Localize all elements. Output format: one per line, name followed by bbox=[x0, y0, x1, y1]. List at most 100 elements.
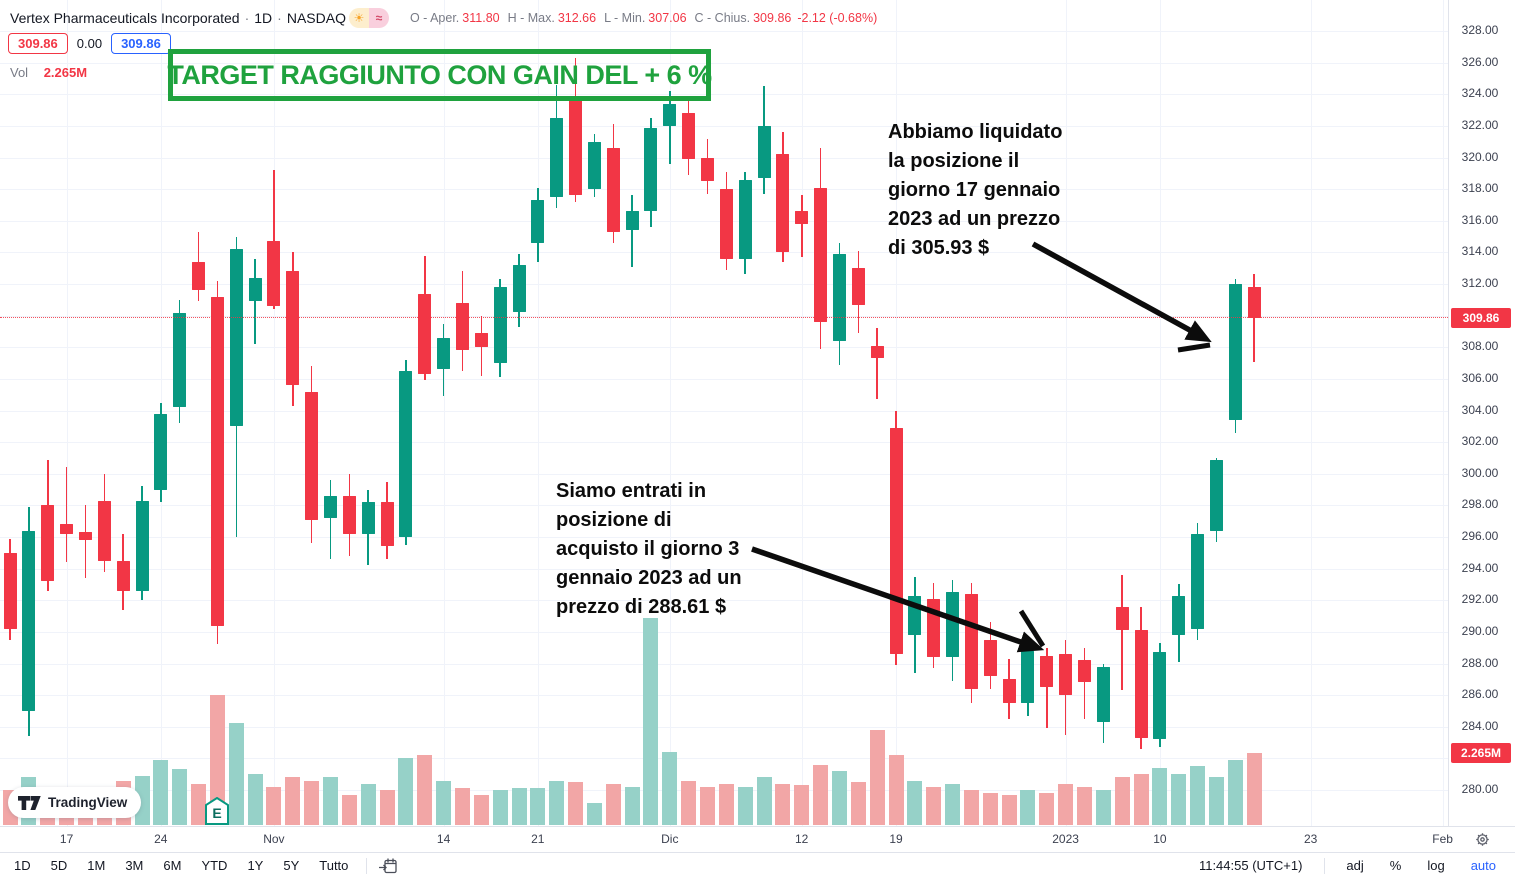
candle-2022-12-19 bbox=[889, 427, 903, 654]
volume-bar bbox=[360, 783, 376, 825]
candle-2022-10-31 bbox=[248, 277, 262, 302]
clock[interactable]: 11:44:55 (UTC+1) bbox=[1198, 858, 1303, 873]
candle-2022-11-28 bbox=[606, 148, 620, 232]
last-price-line bbox=[0, 316, 1448, 318]
gridline-horizontal bbox=[0, 695, 1448, 697]
candle-wick bbox=[65, 467, 68, 563]
volume-bar bbox=[926, 786, 942, 825]
volume-bar bbox=[605, 783, 621, 825]
volume-bar bbox=[568, 782, 583, 825]
price-axis-label: 306.00 bbox=[1461, 370, 1499, 385]
volume-bar bbox=[134, 775, 150, 825]
tradingview-logo[interactable]: TradingView bbox=[8, 787, 142, 818]
volume-bar bbox=[1095, 790, 1111, 825]
price-axis-label: 288.00 bbox=[1461, 655, 1499, 670]
volume-bar bbox=[153, 759, 169, 825]
toolbar-right: 11:44:55 (UTC+1) adj% log auto bbox=[1199, 855, 1509, 876]
volume-bar bbox=[172, 769, 188, 825]
candle-wick bbox=[876, 328, 878, 400]
candle-2022-11-17 bbox=[493, 287, 507, 364]
range-button-1m[interactable]: 1M bbox=[87, 858, 106, 873]
candle-2023-01-17 bbox=[1228, 284, 1242, 420]
price-axis-label: 324.00 bbox=[1461, 86, 1499, 101]
gridline-horizontal bbox=[0, 284, 1448, 285]
volume-bar bbox=[1227, 759, 1243, 825]
exit-annotation-text[interactable]: Abbiamo liquidato la posizione il giorno… bbox=[888, 121, 1063, 259]
interval-label[interactable]: 1D bbox=[254, 10, 273, 26]
earnings-badge[interactable]: E bbox=[205, 797, 230, 825]
candle-2023-01-06 bbox=[1115, 606, 1129, 631]
candle-2022-12-12 bbox=[795, 211, 809, 224]
price-axis[interactable]: 280.00282.00284.00286.00288.00290.00292.… bbox=[1449, 0, 1515, 826]
candle-2022-10-17 bbox=[60, 524, 74, 534]
candle-wick bbox=[1253, 273, 1255, 363]
volume-bar bbox=[643, 618, 659, 825]
separator-dot: · bbox=[277, 10, 282, 26]
volume-bar bbox=[341, 794, 357, 825]
symbol-legend: Vertex Pharmaceuticals Incorporated · 1D… bbox=[10, 8, 877, 28]
mode-button-log[interactable]: log bbox=[1427, 858, 1445, 873]
sell-price-button[interactable]: 309.86 bbox=[8, 33, 68, 54]
gridline-horizontal bbox=[0, 125, 1448, 127]
time-axis-label-17: 17 bbox=[59, 832, 74, 846]
range-button-ytd[interactable]: YTD bbox=[201, 858, 228, 873]
volume-bar bbox=[813, 764, 829, 825]
volume-bar bbox=[681, 780, 697, 825]
candle-2022-12-22 bbox=[946, 592, 959, 658]
range-button-1y[interactable]: 1Y bbox=[247, 858, 264, 873]
range-button-1d[interactable]: 1D bbox=[14, 858, 31, 873]
entry-annotation-text[interactable]: Siamo entrati in posizione di acquisto i… bbox=[556, 480, 742, 618]
target-banner-drawing[interactable]: TARGET RAGGIUNTO CON GAIN DEL + 6 % bbox=[167, 49, 712, 101]
volume-bar bbox=[1001, 794, 1017, 825]
candle-2022-11-18 bbox=[512, 265, 526, 313]
symbol-name[interactable]: Vertex Pharmaceuticals Incorporated bbox=[10, 10, 240, 26]
gridline-horizontal bbox=[0, 758, 1448, 760]
go-to-date-calendar-icon[interactable] bbox=[379, 858, 398, 874]
gridline-vertical bbox=[273, 0, 275, 826]
candle-2022-11-29 bbox=[625, 211, 639, 231]
gridline-horizontal bbox=[0, 31, 1448, 32]
volume-bar bbox=[511, 788, 527, 825]
time-axis-label-Feb: Feb bbox=[1432, 832, 1453, 846]
range-button-5d[interactable]: 5D bbox=[50, 858, 68, 873]
candle-2022-11-04 bbox=[324, 495, 337, 518]
price-axis-label: 300.00 bbox=[1461, 465, 1499, 480]
mode-button-percent[interactable]: % bbox=[1389, 858, 1402, 873]
gridline-horizontal bbox=[0, 62, 1448, 64]
buy-price-button[interactable]: 309.86 bbox=[111, 33, 171, 54]
market-status-badges[interactable]: ☀ ≈ bbox=[348, 8, 389, 28]
candle-2022-12-28 bbox=[1002, 679, 1016, 703]
candle-2022-12-30 bbox=[1040, 655, 1054, 688]
time-axis-settings-gear-icon[interactable] bbox=[1474, 831, 1491, 848]
candle-2022-12-07 bbox=[738, 179, 752, 259]
price-axis-label: 296.00 bbox=[1461, 529, 1499, 543]
volume-bar bbox=[1152, 767, 1168, 825]
range-button-tutto[interactable]: Tutto bbox=[319, 858, 349, 873]
range-button-3m[interactable]: 3M bbox=[125, 858, 144, 873]
volume-bar bbox=[1114, 777, 1130, 825]
candle-2022-11-21 bbox=[531, 200, 545, 243]
mode-button-adj[interactable]: adj bbox=[1346, 858, 1364, 873]
ohlc-value: 307.06 bbox=[648, 11, 687, 25]
mode-button-auto[interactable]: auto bbox=[1470, 858, 1496, 873]
gridline-horizontal bbox=[0, 442, 1448, 444]
candle-2022-12-15 bbox=[851, 268, 865, 305]
candle-wick bbox=[84, 505, 87, 579]
volume-bar bbox=[700, 786, 715, 825]
range-button-5y[interactable]: 5Y bbox=[283, 858, 300, 873]
range-button-6m[interactable]: 6M bbox=[163, 858, 182, 873]
time-axis[interactable]: 17 24 Nov 14 21 Dic 12 19 2023 10 23 Feb bbox=[0, 826, 1515, 852]
candle-wick bbox=[1046, 647, 1048, 729]
candle-2022-11-22 bbox=[550, 118, 564, 198]
candle-2022-11-01 bbox=[267, 241, 281, 307]
exchange-label[interactable]: NASDAQ bbox=[286, 10, 346, 26]
sun-icon: ☀ bbox=[348, 8, 369, 28]
chart-plot-area[interactable] bbox=[0, 0, 1448, 826]
price-axis-label: 304.00 bbox=[1461, 402, 1499, 417]
volume-bar bbox=[850, 782, 866, 825]
volume-bar bbox=[1039, 793, 1055, 825]
ohlc-value: 312.66 bbox=[557, 11, 597, 25]
quote-row: 309.86 0.00 309.86 bbox=[8, 33, 171, 54]
price-axis-label: 298.00 bbox=[1461, 497, 1499, 512]
